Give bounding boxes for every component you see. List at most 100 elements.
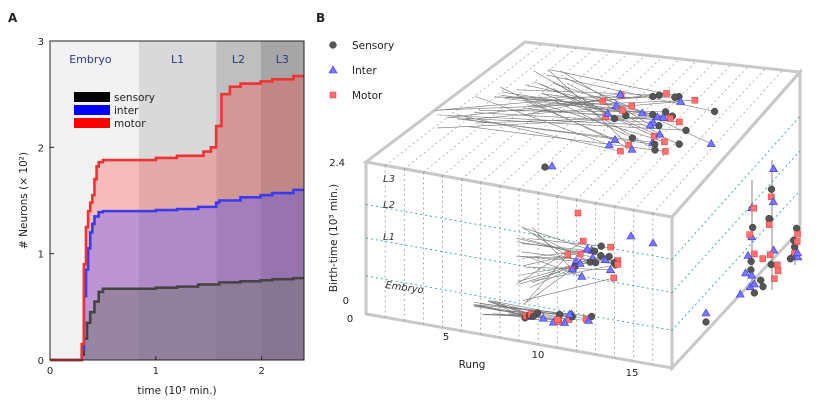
motor-marker: [625, 141, 632, 149]
sensory-marker: [590, 247, 599, 255]
inter-marker: [743, 250, 753, 259]
sensory-marker: [767, 260, 775, 269]
lineage-line-top: [520, 97, 665, 143]
legend-label-motor: motor: [114, 118, 146, 130]
motor-marker: [774, 261, 781, 269]
lineage-line-bottom: [475, 304, 532, 315]
line-motor: [50, 74, 304, 362]
grid-3d: [365, 43, 801, 365]
motor-marker: [554, 316, 561, 323]
inter-marker: [793, 252, 803, 261]
motor-marker: [766, 251, 774, 258]
stage-label-l1: L1: [171, 53, 184, 66]
rung-tick-label: 10: [532, 350, 545, 361]
line-sensory: [50, 276, 304, 362]
inter-marker: [610, 134, 620, 143]
rung-tick-label: 0: [347, 314, 353, 325]
motor-marker: [663, 90, 670, 97]
lineage-line-bottom: [494, 300, 527, 317]
sensory-marker: [610, 115, 619, 123]
sensory-marker: [649, 92, 657, 101]
inter-marker: [575, 258, 585, 267]
motor-marker: [610, 274, 618, 282]
motor-marker: [691, 96, 699, 104]
inter-marker: [747, 270, 757, 279]
motor-marker: [661, 138, 668, 146]
inter-marker: [735, 289, 745, 298]
sensory-marker: [541, 163, 549, 171]
lineage-line-top: [439, 99, 695, 111]
labels-b: L3 L2 L1 Embryo 2.4 0 0 5 10 15: [329, 158, 638, 379]
x-axis-label-a: time (10³ min.): [137, 385, 216, 397]
lineage-line-top: [551, 99, 633, 139]
sensory-marker: [749, 223, 757, 232]
top-gridline: [461, 51, 612, 180]
sensory-marker: [750, 289, 759, 297]
inter-marker: [658, 112, 668, 121]
legend-label-motor: Motor: [352, 90, 383, 102]
legend-swatch-motor: [74, 118, 110, 128]
lineage-line-top: [463, 101, 681, 121]
inter-marker: [740, 268, 751, 277]
sensory-marker: [655, 91, 663, 99]
motor-marker: [619, 106, 626, 114]
stage-label-3d-embryo: Embryo: [385, 280, 425, 296]
legend-b: Sensory Inter Motor: [352, 40, 394, 102]
lineage-line-mid: [516, 240, 584, 285]
lineage-line-mid: [526, 268, 573, 303]
lineage-line-top: [560, 70, 651, 126]
x-tick-label-a: 2: [258, 366, 264, 377]
lineage-line-top: [475, 115, 673, 124]
legend-label-inter: Inter: [352, 65, 377, 77]
top-gridline: [595, 64, 732, 204]
y-tick-label-a: 1: [38, 250, 44, 261]
sensory-marker: [591, 259, 600, 267]
top-gridline: [614, 66, 749, 207]
axes-a: 0 1 2 0 1 2 3: [38, 37, 305, 377]
lineage-line-top: [501, 91, 623, 111]
legend-label-sensory: sensory: [114, 92, 155, 104]
motor-marker: [662, 148, 669, 155]
lineage-line-mid: [530, 264, 616, 282]
stage-boundary: [365, 190, 801, 331]
plot-frame-a: [49, 40, 305, 361]
legend-swatch-sensory: [74, 92, 110, 102]
inter-marker: [769, 245, 779, 254]
panel-b-3d-scatter: L3 L2 L1 Embryo 2.4 0 0 5 10 15 Sensory Inter Motor…: [328, 40, 804, 379]
rung-tick-label: 15: [626, 368, 639, 379]
motor-marker: [746, 231, 753, 238]
sensory-marker: [649, 110, 657, 119]
legend-label-inter: inter: [114, 105, 139, 117]
y-tick-label-a: 3: [38, 37, 44, 48]
panel-letter-b: B: [316, 11, 325, 25]
legend-label-sensory: Sensory: [352, 40, 394, 52]
lineage-line-mid: [516, 237, 615, 264]
lineage-line-top: [465, 119, 655, 145]
top-gridline: [633, 68, 766, 211]
sensory-marker: [786, 255, 795, 263]
lineage-line-mid: [517, 255, 596, 263]
inter-marker: [560, 317, 570, 326]
sensory-marker: [702, 318, 710, 326]
sensory-marker: [628, 134, 637, 142]
sensory-marker: [661, 108, 670, 116]
sensory-marker: [597, 252, 605, 260]
stage-labels: Embryo L1 L2 L3: [69, 53, 289, 66]
lineage-line-mid: [524, 254, 569, 305]
stage-label-3d-l3: L3: [383, 174, 395, 185]
sensory-marker: [765, 214, 773, 223]
sensory-marker: [529, 312, 538, 320]
lineage-line-top: [528, 96, 653, 107]
z-tick-label-bottom: 0: [343, 296, 349, 307]
sensory-marker: [597, 242, 605, 250]
legend-marker-sensory: [329, 41, 337, 49]
lineage-line-top: [474, 96, 610, 146]
lineage-line-top: [523, 100, 616, 140]
motor-marker: [751, 250, 758, 258]
lineage-line-mid: [522, 277, 614, 301]
x-axis-label-b: Rung: [459, 359, 486, 371]
lineage-line-top: [456, 114, 621, 152]
